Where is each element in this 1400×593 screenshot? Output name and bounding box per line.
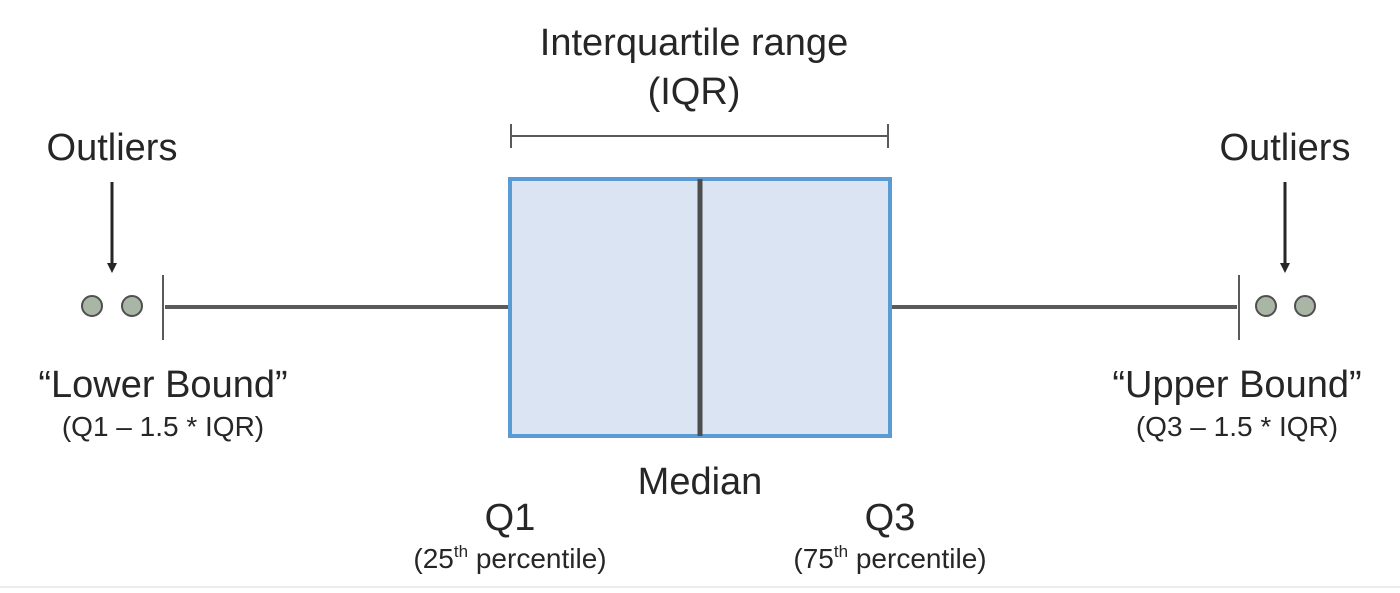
q1-percentile-suffix: th [454,542,468,561]
q1-percentile-text: percentile) [468,543,607,574]
iqr-title: Interquartile range [540,22,848,64]
outlier-point [1255,295,1277,317]
q3-percentile-number: 75 [803,543,834,574]
q1-percentile-number: 25 [423,543,454,574]
upper-bound-formula: (Q3 – 1.5 * IQR) [1136,411,1338,442]
iqr-bracket [510,124,889,148]
q3-label: Q3 [865,497,916,539]
outlier-point [81,295,103,317]
outliers-label-right: Outliers [1220,127,1351,169]
outlier-points-left [81,295,143,317]
outliers-label-left: Outliers [47,127,178,169]
q3-percentile-suffix: th [834,542,848,561]
outlier-points-right [1255,295,1316,317]
q3-percentile: (75th percentile) [793,542,986,574]
outlier-point [1294,295,1316,317]
lower-bound-formula: (Q1 – 1.5 * IQR) [62,411,264,442]
outlier-point [121,295,143,317]
upper-bound-label: “Upper Bound” [1112,364,1361,406]
median-label: Median [638,461,763,503]
lower-bound-label: “Lower Bound” [38,364,287,406]
iqr-abbrev: (IQR) [648,71,741,113]
bottom-divider [0,586,1400,588]
q1-percentile: (25th percentile) [413,542,606,574]
q1-label: Q1 [485,497,536,539]
q3-percentile-text: percentile) [848,543,987,574]
